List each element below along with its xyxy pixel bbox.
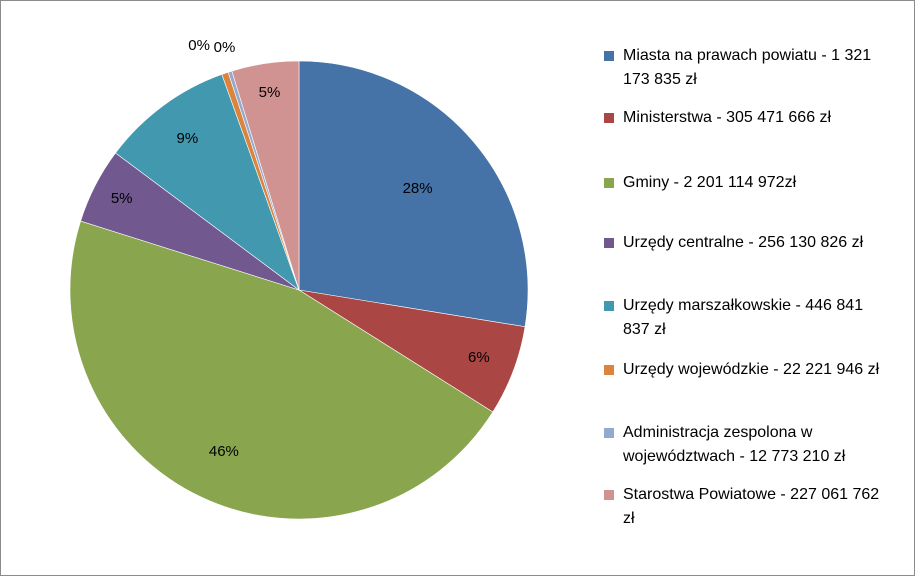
legend-swatch-8 [604,490,614,500]
legend-item-8: Starostwa Powiatowe - 227 061 762 zł [604,483,894,531]
legend-label-4: Urzędy centralne - 256 130 826 zł [623,234,864,251]
legend-label-7: Administracja zespolona w województwach … [623,424,846,465]
slice-percent-label-8: 5% [259,84,281,101]
slice-percent-label-7: 0% [214,39,236,56]
legend-swatch-4 [604,238,614,248]
pie-slice-3 [69,220,494,520]
slice-percent-label-2: 6% [468,349,490,366]
pie-slice-1 [298,60,529,328]
legend-swatch-6 [604,365,614,375]
legend-item-5: Urzędy marszałkowskie - 446 841 837 zł [604,294,894,342]
slice-percent-label-6: 0% [188,37,210,54]
legend-label-8: Starostwa Powiatowe - 227 061 762 zł [623,486,880,527]
legend-swatch-7 [604,428,614,438]
legend-item-6: Urzędy wojewódzkie - 22 221 946 zł [604,358,894,382]
slice-percent-label-3: 46% [209,443,239,460]
legend-label-6: Urzędy wojewódzkie - 22 221 946 zł [623,361,880,378]
legend-swatch-1 [604,51,614,61]
slice-percent-label-5: 9% [177,130,199,147]
pie-slice-8 [231,60,300,291]
legend-item-3: Gminy - 2 201 114 972zł [604,171,894,195]
legend-label-2: Ministerstwa - 305 471 666 zł [623,109,832,126]
pie-slice-5 [115,73,300,291]
legend-label-5: Urzędy marszałkowskie - 446 841 837 zł [623,297,864,338]
legend-label-3: Gminy - 2 201 114 972zł [623,174,797,191]
slice-percent-label-1: 28% [403,180,433,197]
legend-swatch-2 [604,113,614,123]
legend-swatch-5 [604,301,614,311]
legend-item-2: Ministerstwa - 305 471 666 zł [604,106,894,130]
legend-swatch-3 [604,178,614,188]
legend-label-1: Miasta na prawach powiatu - 1 321 173 83… [623,47,872,88]
slice-percent-label-4: 5% [111,190,133,207]
legend-item-4: Urzędy centralne - 256 130 826 zł [604,231,894,255]
legend-item-1: Miasta na prawach powiatu - 1 321 173 83… [604,44,894,92]
legend-item-7: Administracja zespolona w województwach … [604,421,894,469]
